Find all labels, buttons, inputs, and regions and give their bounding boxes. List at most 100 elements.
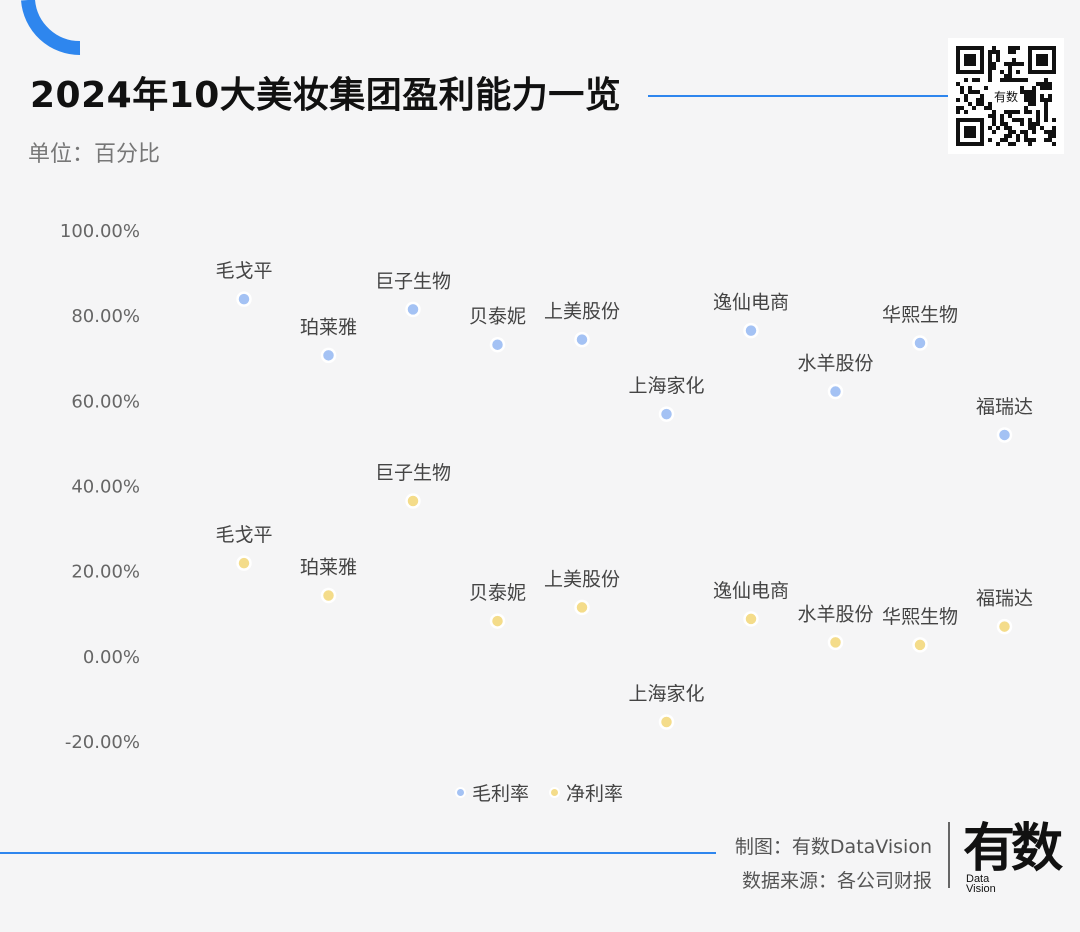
point-net — [489, 613, 506, 629]
qr-module — [996, 126, 1000, 130]
qr-finder — [964, 126, 976, 138]
scatter-chart: 100.00% 80.00% 60.00% 40.00% 20.00% 0.00% -20.… — [60, 221, 1033, 753]
point-gross — [320, 347, 337, 364]
y-tick-label: 20.00% — [71, 562, 140, 583]
qr-module — [1028, 126, 1032, 130]
qr-module — [988, 66, 992, 70]
qr-module — [1032, 102, 1036, 106]
qr-module — [956, 106, 960, 110]
point-label-gross: 上海家化 — [628, 375, 704, 397]
qr-module — [1008, 110, 1012, 114]
qr-module — [1016, 46, 1020, 50]
point-net — [743, 611, 759, 627]
legend-item-net[interactable]: 净利率 — [551, 779, 623, 806]
qr-module — [1016, 138, 1020, 142]
point-label-gross: 逸仙电商 — [713, 292, 789, 314]
qr-module — [988, 106, 992, 110]
qr-module — [1004, 62, 1008, 66]
y-tick-label: 80.00% — [71, 306, 140, 327]
credit-divider — [948, 822, 950, 888]
point-gross — [405, 301, 421, 318]
qr-module — [1000, 138, 1004, 142]
brand-logo-text: 有数 — [963, 819, 1063, 879]
qr-module — [1044, 86, 1048, 90]
legend-item-gross[interactable]: 毛利率 — [456, 779, 529, 806]
qr-module — [1044, 130, 1048, 134]
qr-module — [1040, 82, 1044, 86]
title-underline — [648, 95, 948, 97]
y-tick-label: 0.00% — [83, 647, 140, 668]
qr-module — [1024, 90, 1028, 94]
qr-module — [1008, 134, 1012, 138]
qr-center-logo: 有数 — [994, 89, 1018, 104]
qr-code[interactable]: 有数 — [948, 38, 1064, 154]
point-net — [405, 493, 421, 509]
qr-module — [1012, 110, 1016, 114]
qr-module — [992, 118, 996, 122]
qr-module — [1044, 114, 1048, 118]
qr-module — [1020, 90, 1024, 94]
qr-module — [1016, 110, 1020, 114]
qr-module — [1008, 74, 1012, 78]
point-label-gross: 毛戈平 — [215, 260, 272, 282]
point-gross — [996, 427, 1013, 443]
qr-module — [1048, 134, 1052, 138]
qr-module — [1024, 106, 1028, 110]
qr-module — [1028, 110, 1032, 114]
qr-module — [988, 126, 992, 130]
qr-module — [980, 98, 984, 102]
qr-module — [996, 142, 1000, 146]
legend-label-gross: 毛利率 — [471, 783, 529, 805]
y-tick-label: 60.00% — [71, 391, 140, 412]
qr-module — [1008, 70, 1012, 74]
point-label-gross: 珀莱雅 — [300, 316, 357, 338]
legend-label-net: 净利率 — [566, 783, 624, 805]
qr-module — [1036, 114, 1040, 118]
credit-maker: 制图：有数DataVision — [734, 836, 932, 858]
qr-module — [1016, 70, 1020, 74]
qr-module — [1040, 126, 1044, 130]
point-label-net: 逸仙电商 — [713, 580, 789, 602]
qr-module — [1020, 62, 1024, 66]
qr-module — [1020, 130, 1024, 134]
qr-module — [956, 110, 960, 114]
point-label-gross: 贝泰妮 — [469, 306, 526, 328]
qr-module — [1008, 114, 1012, 118]
qr-module — [1032, 90, 1036, 94]
qr-module — [992, 62, 996, 66]
qr-module — [992, 46, 996, 50]
legend-dot-gross — [456, 789, 464, 796]
qr-module — [996, 54, 1000, 58]
qr-module — [972, 106, 976, 110]
brand-logo-en-2: Vision — [966, 883, 996, 895]
point-label-gross: 上美股份 — [544, 301, 620, 323]
point-net — [658, 714, 675, 730]
qr-module — [964, 78, 968, 82]
qr-module — [988, 70, 992, 74]
point-label-net: 华熙生物 — [882, 606, 958, 628]
qr-module — [976, 90, 980, 94]
qr-module — [992, 66, 996, 70]
qr-module — [1004, 110, 1008, 114]
y-tick-label: 40.00% — [71, 477, 140, 498]
qr-module — [1040, 98, 1044, 102]
qr-module — [1048, 98, 1052, 102]
point-net — [912, 637, 928, 653]
qr-module — [1028, 118, 1032, 122]
point-gross — [236, 291, 252, 307]
qr-module — [988, 74, 992, 78]
qr-module — [992, 50, 996, 54]
qr-module — [1012, 142, 1016, 146]
qr-module — [992, 110, 996, 114]
legend-dot-net — [551, 789, 559, 796]
qr-module — [992, 122, 996, 126]
qr-module — [1044, 98, 1048, 102]
qr-module — [1024, 138, 1028, 142]
qr-module — [1024, 110, 1028, 114]
qr-module — [988, 50, 992, 54]
qr-module — [1008, 46, 1012, 50]
point-label-net: 福瑞达 — [976, 588, 1033, 610]
qr-module — [1044, 110, 1048, 114]
qr-module — [1052, 142, 1056, 146]
qr-module — [1012, 46, 1016, 50]
